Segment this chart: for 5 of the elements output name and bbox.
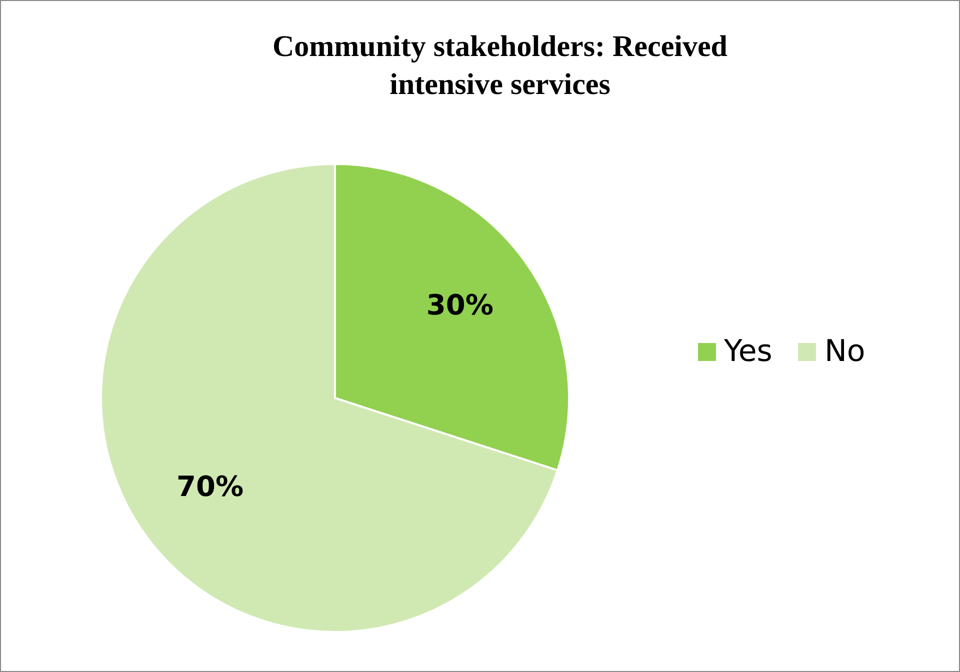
legend-label: No xyxy=(824,334,866,369)
data-label: 70% xyxy=(176,470,244,504)
data-label: 30% xyxy=(426,288,494,322)
legend-label: Yes xyxy=(724,334,772,369)
chart-title: Community stakeholders: Received intensive services xyxy=(272,29,728,103)
